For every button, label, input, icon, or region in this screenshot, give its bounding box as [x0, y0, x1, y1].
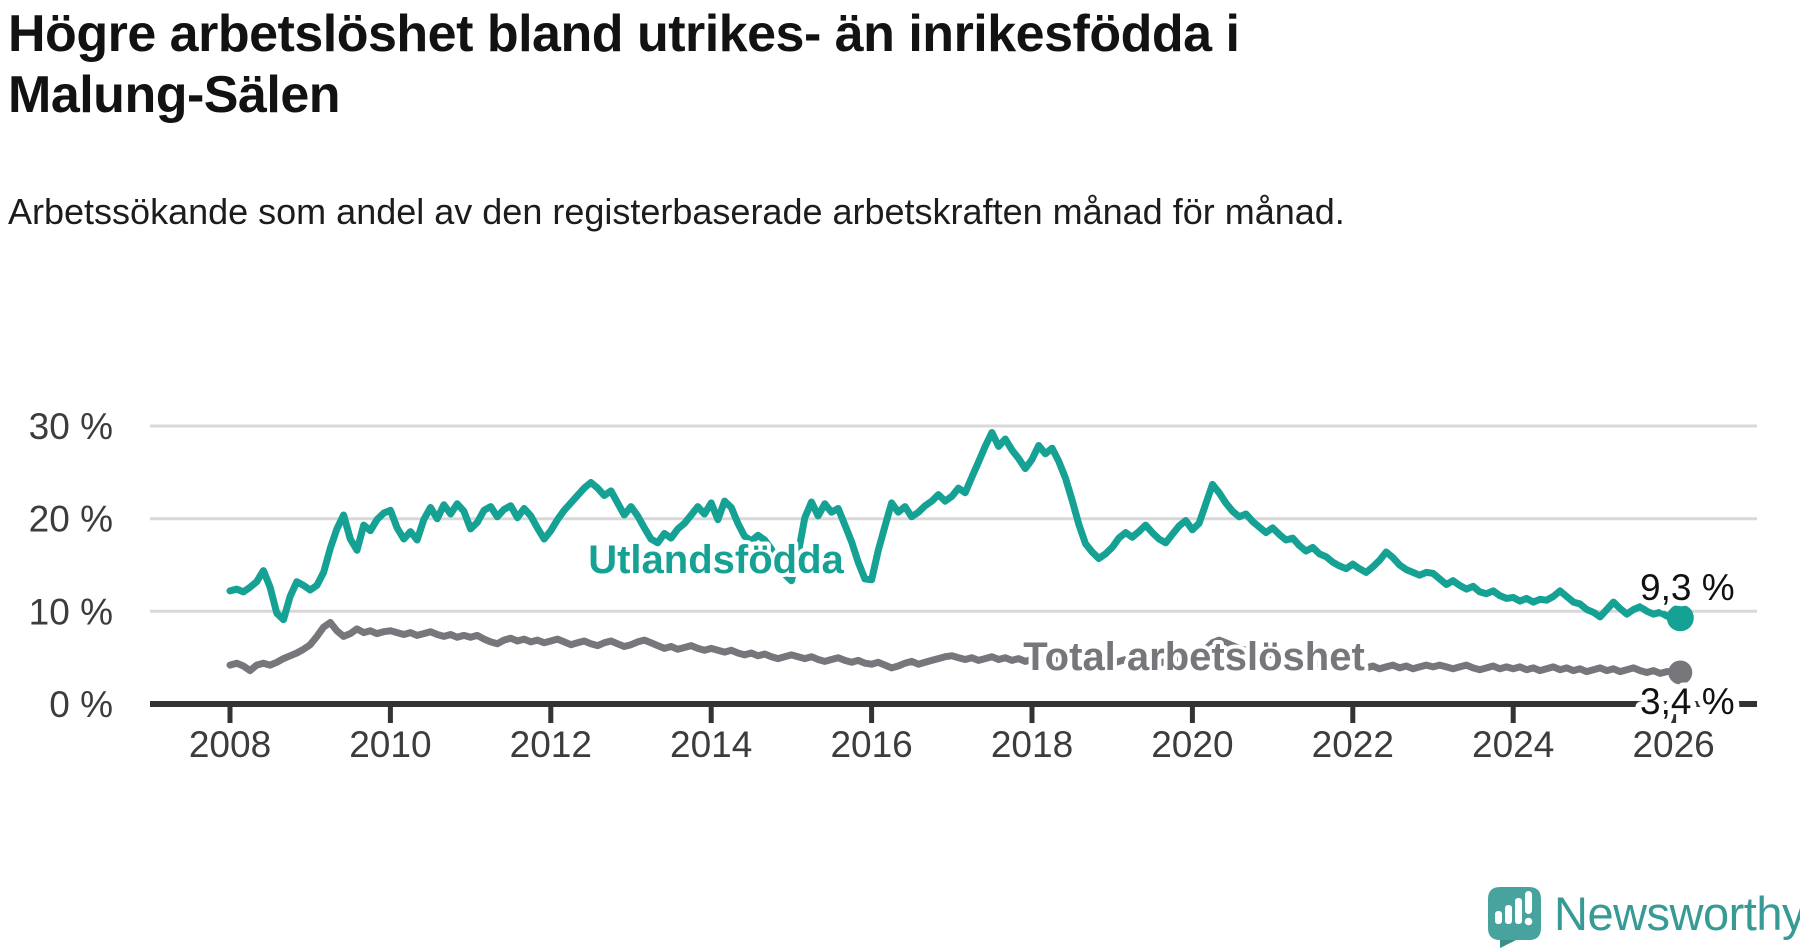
x-tick-label: 2018 [991, 724, 1073, 765]
series-line-total-arbetsloshet [226, 619, 1684, 677]
x-tick-label: 2008 [189, 724, 271, 765]
series-value-label: 9,3 % [1640, 567, 1735, 608]
series-line-utlandsfodda [226, 429, 1684, 624]
x-tick-label: 2020 [1151, 724, 1233, 765]
series-value-label: 3,4 % [1640, 681, 1735, 722]
x-tick-label: 2010 [349, 724, 431, 765]
series-end-dot [1668, 660, 1693, 685]
x-tick-label: 2016 [830, 724, 912, 765]
series-label-total-arbetsloshet: Total arbetslöshet [1023, 635, 1365, 679]
newsworthy-logo: Newsworthy [1488, 887, 1800, 948]
y-tick-label: 20 % [29, 499, 113, 540]
x-tick-label: 2014 [670, 724, 752, 765]
newsworthy-wordmark: Newsworthy [1554, 887, 1800, 940]
series-label-utlandsfodda: Utlandsfödda [588, 538, 844, 582]
newsworthy-chart-bubble-icon [1488, 887, 1541, 948]
x-tick-label: 2022 [1312, 724, 1394, 765]
x-tick-label: 2026 [1632, 724, 1714, 765]
y-tick-label: 30 % [29, 406, 113, 447]
x-tick-label: 2012 [510, 724, 592, 765]
x-tick-label: 2024 [1472, 724, 1554, 765]
series-end-dot [1666, 604, 1694, 632]
chart-subtitle: Arbetssökande som andel av den registerb… [8, 191, 1345, 232]
chart-title: Högre arbetslöshet bland utrikes- än inr… [8, 5, 1240, 124]
y-tick-label: 10 % [29, 591, 113, 632]
y-tick-label: 0 % [49, 684, 113, 725]
